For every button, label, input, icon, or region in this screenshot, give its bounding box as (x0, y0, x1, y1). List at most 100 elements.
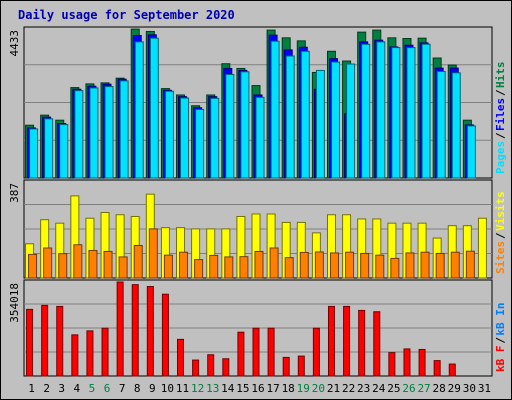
bar-sites-day-10 (163, 254, 173, 279)
bar-pages-day-7 (119, 80, 129, 179)
bar-sites-day-25 (390, 257, 400, 279)
legend-sites: Sites (494, 241, 507, 274)
bar-pages-day-22 (346, 63, 356, 179)
x-tick-label-27: 27 (417, 382, 430, 395)
bar-sites-day-24 (375, 254, 385, 279)
x-tick-label-10: 10 (161, 382, 174, 395)
bar-pages-day-24 (376, 41, 386, 179)
x-tick-label-19: 19 (297, 382, 310, 395)
x-tick-label-4: 4 (74, 382, 81, 395)
bar-kb-f-day-25 (388, 352, 396, 377)
x-tick-label-16: 16 (251, 382, 264, 395)
legend-separator: / (494, 89, 507, 96)
x-tick-label-12: 12 (191, 382, 204, 395)
bar-kb-f-day-5 (86, 330, 94, 377)
bar-pages-day-18 (285, 55, 295, 179)
bar-sites-day-9 (148, 228, 158, 279)
bar-kb-f-day-15 (237, 331, 245, 377)
bar-kb-f-day-8 (131, 284, 139, 377)
x-tick-label-6: 6 (104, 382, 111, 395)
bar-sites-day-26 (405, 252, 415, 279)
bar-sites-day-19 (299, 251, 309, 279)
bar-kb-f-day-20 (312, 327, 320, 377)
bar-sites-day-30 (465, 250, 475, 279)
bar-kb-f-day-1 (26, 308, 34, 377)
bar-kb-f-day-14 (222, 358, 230, 377)
bar-sites-day-18 (284, 257, 294, 279)
bar-pages-day-12 (195, 108, 205, 179)
bar-visits-day-31 (477, 217, 487, 279)
bar-sites-day-1 (28, 253, 38, 279)
x-tick-label-25: 25 (387, 382, 400, 395)
x-tick-label-5: 5 (89, 382, 96, 395)
legend-visits: Visits (494, 191, 507, 231)
bar-pages-day-30 (466, 125, 476, 179)
bar-kb-f-day-21 (327, 305, 335, 377)
bar-sites-day-14 (224, 256, 234, 279)
legend-separator: / (494, 232, 507, 239)
plot-layer: 4433Pages/Files/Hits387Sites/Visits35401… (8, 26, 507, 395)
bar-pages-day-20 (315, 69, 325, 179)
x-tick-label-26: 26 (402, 382, 415, 395)
bar-sites-day-2 (43, 247, 53, 279)
legend-kb-in: kB In (494, 302, 507, 335)
legend-separator: / (494, 337, 507, 344)
bar-pages-day-23 (361, 43, 371, 179)
x-tick-label-1: 1 (28, 382, 35, 395)
bar-kb-f-day-12 (192, 359, 200, 377)
bar-pages-day-9 (149, 37, 159, 179)
x-tick-label-31: 31 (478, 382, 491, 395)
bar-kb-f-day-22 (343, 305, 351, 377)
bar-pages-day-13 (210, 97, 220, 179)
bar-sites-day-7 (118, 256, 128, 279)
bar-kb-f-day-19 (297, 355, 305, 377)
x-tick-label-11: 11 (176, 382, 189, 395)
bar-sites-day-22 (345, 251, 355, 279)
x-tick-label-22: 22 (342, 382, 355, 395)
bar-sites-day-29 (450, 251, 460, 279)
bar-sites-day-6 (103, 250, 113, 279)
bar-sites-day-13 (209, 254, 219, 279)
bar-kb-f-day-2 (41, 304, 49, 377)
bar-sites-day-16 (254, 250, 264, 279)
legend-separator: / (494, 132, 507, 139)
bar-pages-day-1 (29, 128, 39, 179)
x-tick-label-23: 23 (357, 382, 370, 395)
bar-sites-day-8 (133, 245, 143, 279)
bar-sites-day-11 (179, 251, 189, 279)
bar-sites-day-27 (420, 251, 430, 279)
bar-pages-day-17 (270, 40, 280, 179)
bar-pages-day-15 (240, 71, 250, 179)
bar-kb-f-day-23 (358, 309, 366, 377)
bar-sites-day-17 (269, 247, 279, 279)
bar-kb-f-day-9 (146, 286, 154, 377)
bar-pages-day-2 (44, 118, 54, 179)
legend-pages: Pages (494, 141, 507, 174)
x-tick-label-20: 20 (312, 382, 325, 395)
x-tick-label-13: 13 (206, 382, 219, 395)
bar-kb-f-day-26 (403, 348, 411, 377)
bar-sites-day-3 (58, 253, 68, 279)
x-tick-label-17: 17 (266, 382, 279, 395)
bar-kb-f-day-17 (267, 327, 275, 377)
bar-pages-day-10 (164, 90, 174, 179)
bar-sites-day-28 (435, 252, 445, 279)
bar-pages-day-5 (89, 87, 99, 179)
bar-sites-day-20 (314, 251, 324, 279)
bar-pages-day-8 (134, 41, 144, 179)
x-tick-label-9: 9 (149, 382, 156, 395)
bar-pages-day-28 (436, 70, 446, 179)
bar-sites-day-23 (360, 252, 370, 279)
x-tick-label-29: 29 (448, 382, 461, 395)
bar-kb-f-day-24 (373, 311, 381, 377)
bar-sites-day-21 (329, 252, 339, 279)
bar-pages-day-29 (451, 72, 461, 179)
ymax-label-hits-files-pages: 4433 (8, 30, 21, 57)
x-tick-label-30: 30 (463, 382, 476, 395)
x-tick-label-18: 18 (282, 382, 295, 395)
bar-sites-day-15 (239, 256, 249, 279)
bar-kb-f-day-4 (71, 334, 79, 377)
bar-sites-day-4 (73, 244, 83, 279)
legend-files: Files (494, 98, 507, 131)
bar-kb-f-day-10 (161, 293, 169, 377)
